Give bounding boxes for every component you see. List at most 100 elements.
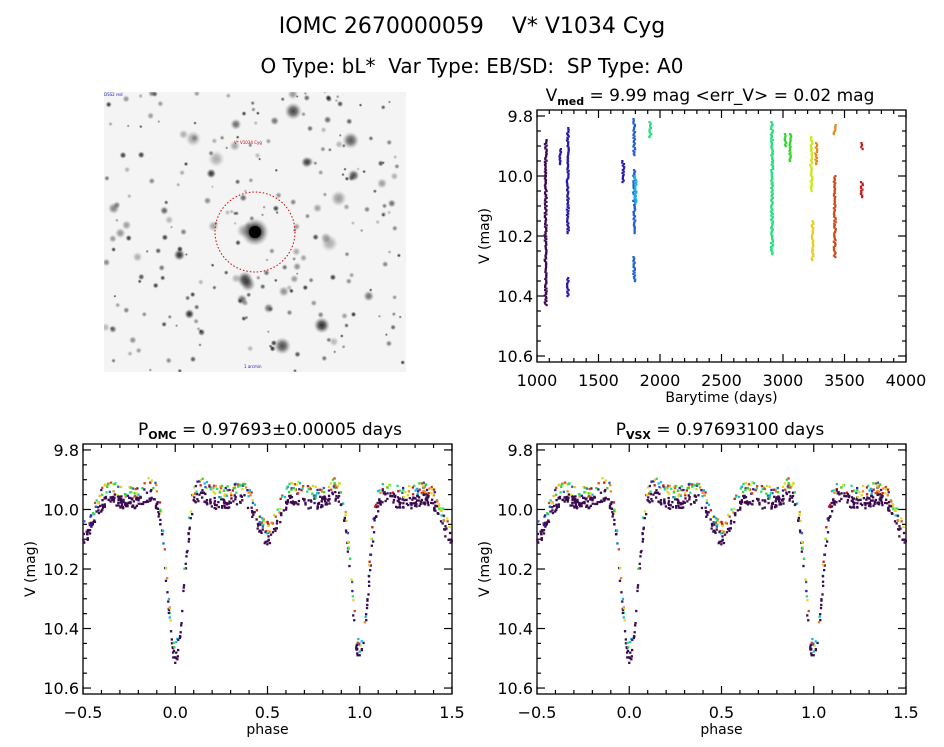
phase-vsx-point [739,501,742,505]
lightcurve-point [833,214,836,217]
phase-vsx-point [710,522,714,526]
background-star [273,278,278,283]
phase-omc-point [173,646,176,649]
phase-omc-point [232,486,235,490]
phase-omc-point [322,486,325,490]
phase-vsx-point [674,484,678,488]
phase-omc-point [280,495,284,498]
lightcurve-point [565,139,569,142]
lightcurve-point [833,244,837,247]
phase-omc-point [186,549,189,553]
phase-omc-point [228,488,231,492]
phase-vsx-point [778,497,781,500]
background-star [266,330,270,334]
lightcurve-point [633,193,636,196]
background-star [333,350,337,354]
phase-vsx-point [714,531,717,534]
phase-vsx-point [547,519,550,522]
background-star [362,169,366,174]
lightcurve-point [810,188,813,191]
phase-omc-point [416,494,419,498]
lightcurve-point [567,175,570,178]
phase-omc-point [198,480,201,483]
phase-vsx-point [876,481,879,484]
phase-vsx-point [677,504,680,507]
background-star [207,220,219,232]
phase-omc-point [235,491,238,494]
phase-vsx-point [646,499,649,502]
phase-omc-point [260,521,264,524]
phase-vsx-point [855,491,858,494]
background-star [229,209,234,214]
phase-omc-point [129,501,132,504]
phase-vsx-point [653,478,656,482]
phase-omc-point [355,645,358,648]
phase-vsx-point [551,511,555,515]
phase-vsx-point [819,606,823,610]
phase-omc-point [205,487,208,490]
phase-vsx-point [822,560,825,563]
phase-vsx-point [874,482,878,485]
phase-omc-point [412,496,415,499]
phase-vsx-point [751,503,754,506]
lightcurve-point [814,155,818,158]
phase-omc-point [292,486,295,490]
phase-vsx-point [666,490,669,494]
lightcurve-point [770,140,773,143]
lightcurve-point [567,160,570,163]
lightcurve-point [811,246,814,249]
phase-omc-point [322,497,325,501]
lightcurve-point [544,236,547,239]
lightcurve-point [770,169,773,172]
lightcurve-point [567,222,570,225]
lightcurve-point [770,178,773,181]
phase-vsx-point [872,496,875,499]
phase-vsx-point [650,480,653,483]
background-star [280,96,286,102]
phase-omc-point [141,502,145,506]
phase-omc-point [167,597,171,601]
phase-vsx-point [671,501,674,504]
lightcurve-point [834,253,837,256]
lightcurve-point [558,154,562,157]
lightcurve-point [811,177,814,180]
phase-omc-point [156,501,159,504]
phase-vsx-point [793,491,796,494]
phase-omc-point [226,489,229,492]
phase-vsx-point [846,501,849,504]
phase-vsx-point [588,506,591,509]
lightcurve-point [771,149,774,153]
phase-omc-point [212,484,216,487]
background-star [104,322,111,332]
phase-vsx-point [763,499,767,502]
phase-omc-point [432,488,436,491]
phase-vsx-point [710,527,713,530]
phase-vsx-point [713,515,716,518]
phase-omc-point [255,509,258,512]
lightcurve-point [834,175,837,178]
phase-omc-point [169,619,172,622]
phase-vsx-point [739,506,742,509]
phase-omc-point [103,483,106,486]
phase-omc-point [185,551,188,554]
phase-vsx-point [582,486,585,489]
phase-vsx-point [574,495,577,498]
phase-vsx-point [716,523,719,526]
lightcurve-point [771,129,774,132]
phase-omc-point [241,488,244,491]
lightcurve-point [771,122,774,125]
lightcurve-point [770,136,773,139]
phase-vsx-point [859,498,862,501]
phase-omc-point [440,509,444,512]
lightcurve-point [810,257,813,260]
phase-omc-point [147,477,150,480]
phase-vsx-point [712,530,715,533]
phase-omc-point [193,496,196,499]
phase-omc-point [402,495,405,499]
lightcurve-point [633,227,636,230]
phase-omc-point [433,507,436,511]
phase-omc-point [431,498,434,501]
phase-vsx-point [755,487,758,490]
background-star [376,178,388,189]
background-star [237,298,243,304]
